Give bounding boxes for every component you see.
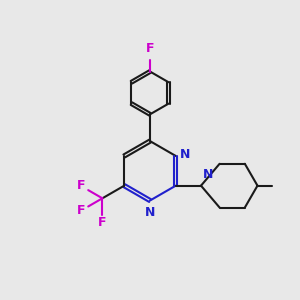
Text: F: F [98, 217, 106, 230]
Text: F: F [146, 42, 154, 55]
Text: F: F [77, 179, 85, 193]
Text: N: N [145, 206, 155, 219]
Text: N: N [202, 168, 213, 181]
Text: N: N [180, 148, 190, 161]
Text: F: F [77, 204, 85, 217]
